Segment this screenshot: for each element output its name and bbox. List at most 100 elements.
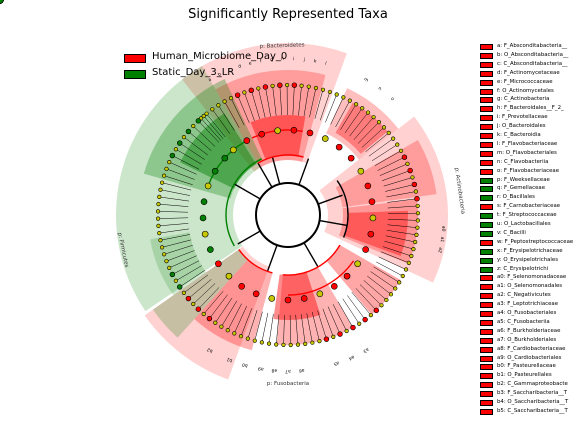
taxon-node [330,282,338,290]
leaf-branch [327,306,341,335]
leaf-node [164,259,169,264]
branch-arc [287,260,355,296]
leaf-branch [272,85,277,116]
taxon-node [204,182,212,190]
leaf-node [195,118,202,124]
clade-sector [276,266,353,345]
leaf-node [262,84,269,90]
leaf-node [232,331,237,336]
leaf-node [185,128,192,135]
clade-letter: a [208,77,213,83]
taxon-label: a: F_Absconditabacteria__ [497,43,568,49]
leaf-node [415,225,420,230]
clade-sector [152,249,248,338]
leaf-node [201,311,206,317]
taxon-label: b4: O_Saccharibacteria__T [497,399,569,405]
leaf-branch [355,288,377,311]
leaf-node [259,340,264,345]
leaf-branch [347,295,366,320]
leaf-node [274,342,279,347]
leaf-node [228,96,234,101]
leaf-node [388,292,394,297]
taxon-label: e: F_Micrococcaceae [497,78,553,85]
figure-title: Significantly Represented Taxa [188,7,388,22]
leaf-branch [330,97,344,125]
leaf-node [206,315,213,322]
taxon-node [300,295,308,302]
leaf-node [407,167,413,174]
leaf-node [284,82,290,88]
leaf-node [216,103,221,108]
leaf-branch [351,291,372,316]
leaf-branch [160,234,190,241]
taxon-swatch [480,133,493,139]
leaf-branch [230,98,245,126]
taxon-swatch [480,302,493,309]
leaf-node [410,175,415,180]
legend-swatch-red [124,54,146,63]
taxon-swatch [480,177,493,184]
branch [237,230,261,245]
taxon-swatch [480,230,493,237]
leaf-node [201,113,206,119]
taxon-node [258,130,266,138]
leaf-branch [258,88,266,118]
taxon-swatch [480,248,493,255]
taxon-node [306,129,314,137]
leaf-node [299,83,304,88]
taxon-label: a3: F_Leptotrichiaceae [497,301,559,308]
clade-sector [335,102,388,154]
leaf-node [195,306,202,312]
taxon-swatch [480,168,493,175]
leaf-node [401,154,408,160]
taxon-node [200,198,208,206]
branch [298,158,310,186]
root-ring [255,182,321,248]
leaf-node [415,203,420,209]
leaf-branch [292,85,295,116]
leaf-node [185,295,192,302]
taxon-swatch [480,337,493,344]
leaf-branch [166,250,195,262]
leaf-node [204,111,209,116]
leaf-branch [164,175,193,186]
taxon-node [357,167,365,175]
taxon-swatch [480,79,493,86]
taxon-label: g: C_Actinobacteria [497,96,550,103]
clade-letter: e [248,61,252,67]
leaf-node [397,280,402,285]
taxon-node [354,260,361,268]
cladogram-nodes [0,0,421,348]
leaf-node [167,265,172,270]
leaf-node [323,336,330,342]
taxon-swatch [480,239,493,246]
clade-letter: n [377,86,382,92]
leaf-node [368,313,373,318]
leaf-branch [247,310,258,339]
taxon-node [343,272,351,280]
taxon-node [368,198,376,206]
leaf-branch [357,121,380,144]
clade-sector [194,259,273,351]
leaf-node [354,102,359,107]
leaf-node [400,273,405,279]
leaf-branch [160,189,190,196]
clade-sector [326,245,401,315]
leaf-node [177,140,183,146]
taxon-label: a4: O_Fusobacteriales [497,310,557,316]
leaf-node [213,320,218,325]
leaf-branch [340,104,357,130]
leaf-branch [317,310,327,340]
taxon-swatch [480,124,493,131]
leaf-node [270,83,275,89]
taxon-label: k: C_Bacteroidia [497,132,541,138]
branch [271,156,281,185]
leaf-node [414,232,419,237]
leaf-node [155,216,161,221]
taxon-swatch [480,257,493,264]
taxon-swatch [480,141,493,148]
taxon-label: p: F_Weeksellaceae [497,176,550,183]
leaf-branch [193,283,216,305]
leaf-node [159,245,165,250]
clade-letter: d [238,63,243,70]
